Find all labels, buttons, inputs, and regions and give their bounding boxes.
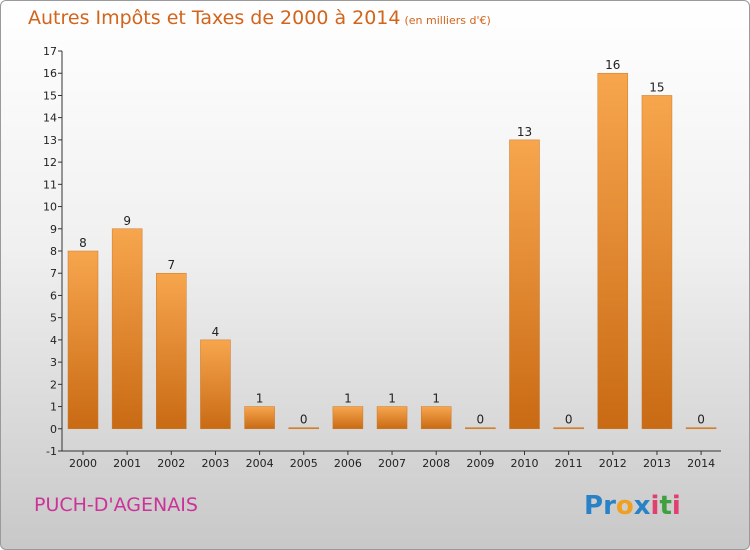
x-tick-label: 2008 <box>422 457 450 470</box>
bar-value-label: 15 <box>649 80 664 94</box>
x-tick-label: 2000 <box>69 457 97 470</box>
x-tick-label: 2014 <box>687 457 715 470</box>
bar <box>111 228 143 430</box>
bar <box>156 272 187 430</box>
bars-group: 8 9 7 4 1 0 1 1 1 0 13 0 16 15 0 <box>67 58 717 430</box>
x-tick-label: 2011 <box>555 457 583 470</box>
bar-value-label: 0 <box>300 413 308 427</box>
bar-value-label: 1 <box>256 392 264 406</box>
title-text: Autres Impôts et Taxes de 2000 à 2014 <box>28 7 401 29</box>
logo-letter: i <box>650 491 660 521</box>
unit-label: (en milliers d'€) <box>404 14 491 27</box>
bar-value-label: 1 <box>388 392 396 406</box>
bar <box>553 427 584 430</box>
x-tick-label: 2005 <box>290 457 318 470</box>
x-tick-label: 2002 <box>157 457 185 470</box>
bar <box>200 339 231 430</box>
bar-value-label: 1 <box>432 392 440 406</box>
bar <box>597 72 629 430</box>
bar-value-label: 7 <box>167 258 175 272</box>
commune-name: PUCH-D'AGENAIS <box>34 494 198 516</box>
bar <box>244 406 275 430</box>
y-tick-label: 4 <box>50 334 57 347</box>
bar <box>67 250 99 430</box>
logo-letter: i <box>671 491 681 521</box>
chart-title: Autres Impôts et Taxes de 2000 à 2014 (en… <box>28 7 491 29</box>
y-tick-label: 8 <box>50 245 57 258</box>
proxiti-logo: Proxiti <box>584 491 681 521</box>
bar-value-label: 13 <box>517 125 532 139</box>
y-tick-label: 16 <box>43 67 57 80</box>
x-tick-label: 2009 <box>466 457 494 470</box>
y-tick-label: 10 <box>43 201 57 214</box>
bar <box>641 95 673 430</box>
bar-value-label: 0 <box>477 413 485 427</box>
y-tick-label: 11 <box>43 178 57 191</box>
bar <box>376 406 408 430</box>
y-tick-label: 15 <box>43 89 57 102</box>
y-tick-label: 13 <box>43 134 57 147</box>
bar <box>685 427 717 430</box>
bar <box>465 427 496 430</box>
logo-letter: P <box>584 491 604 521</box>
y-tick-label: 9 <box>50 223 57 236</box>
y-tick-label: 7 <box>50 267 57 280</box>
x-tick-label: 2006 <box>334 457 362 470</box>
y-tick-label: 5 <box>50 312 57 325</box>
bar-value-label: 0 <box>565 413 573 427</box>
logo-letter: x <box>633 491 651 521</box>
bar-value-label: 0 <box>697 413 705 427</box>
x-axis: 2000 2001 2002 2003 2004 2005 2006 2007 2008 2009… <box>69 451 715 470</box>
y-tick-label: 14 <box>43 112 57 125</box>
y-tick-label: 12 <box>43 156 57 169</box>
y-tick-label: -1 <box>46 445 57 458</box>
bar-value-label: 1 <box>344 392 352 406</box>
x-tick-label: 2012 <box>599 457 627 470</box>
x-tick-label: 2007 <box>378 457 406 470</box>
y-tick-label: 0 <box>50 423 57 436</box>
bar-value-label: 4 <box>212 325 220 339</box>
bar <box>420 406 452 430</box>
x-tick-label: 2004 <box>246 457 274 470</box>
x-tick-label: 2001 <box>113 457 141 470</box>
bar <box>509 139 540 430</box>
x-tick-label: 2010 <box>511 457 539 470</box>
bar <box>288 427 319 430</box>
bar-value-label: 16 <box>605 58 620 72</box>
bar-value-label: 9 <box>123 214 131 228</box>
logo-letter: o <box>615 491 634 521</box>
y-tick-label: 1 <box>50 401 57 414</box>
y-tick-label: 2 <box>50 378 57 391</box>
bar <box>332 406 364 430</box>
x-tick-label: 2003 <box>201 457 229 470</box>
x-tick-label: 2013 <box>643 457 671 470</box>
y-tick-label: 6 <box>50 289 57 302</box>
bar-value-label: 8 <box>79 236 87 250</box>
y-tick-label: 3 <box>50 356 57 369</box>
logo-letter: r <box>603 491 616 521</box>
logo-letter: t <box>659 491 672 521</box>
y-tick-label: 17 <box>43 45 57 58</box>
